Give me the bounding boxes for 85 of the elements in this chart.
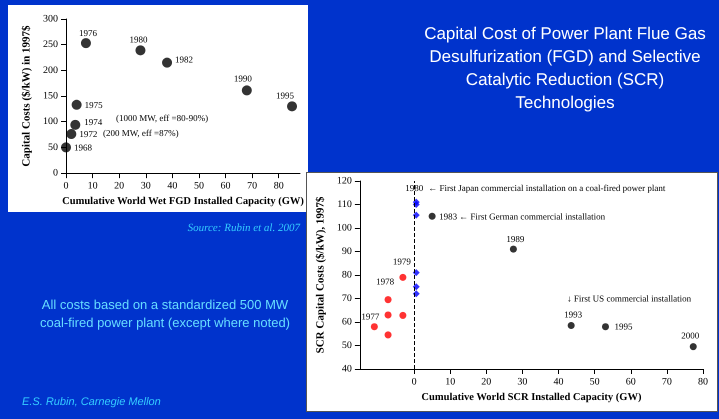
point — [135, 45, 146, 56]
point — [66, 129, 76, 140]
y-tick-label: 50 — [48, 142, 58, 153]
annotation: 1990 — [234, 73, 252, 84]
y-axis-title: Capital Costs ($/kW) in 1997$ — [20, 24, 32, 167]
x-tick-label: 40 — [554, 376, 564, 388]
y-tick-label: 70 — [342, 293, 352, 304]
x-tick-label: 60 — [626, 376, 636, 388]
point — [510, 246, 517, 253]
y-tick-label: 90 — [342, 246, 352, 257]
x-tick-label: 20 — [481, 376, 492, 388]
y-tick-label: 300 — [43, 14, 58, 24]
x-tick-label: 10 — [88, 180, 98, 192]
y-tick-label: 200 — [43, 64, 58, 76]
y-tick-label: 40 — [342, 364, 352, 374]
point — [80, 38, 91, 48]
y-axis-title: SCR Capital Costs ($/kW), 1997$ — [314, 196, 326, 354]
x-tick-label: 20 — [114, 180, 124, 192]
annotation: 1978 — [376, 276, 395, 287]
y-tick-label: 110 — [337, 199, 352, 210]
point — [242, 85, 252, 96]
annotation: 1974 — [84, 116, 103, 127]
point — [690, 343, 697, 350]
y-tick-label: 50 — [342, 340, 352, 351]
point — [72, 100, 82, 110]
annotation: 1975 — [84, 100, 104, 110]
annotation: 1972 — [79, 129, 98, 140]
annotation: 1979 — [392, 256, 412, 266]
x-tick-label: 0 — [64, 180, 68, 192]
annotation: (1000 MW, eff =80-90%) — [116, 113, 208, 123]
x-axis-title: Cumulative World SCR Installed Capacity (GW) — [421, 392, 642, 403]
annotation: 1980 — [405, 183, 424, 194]
y-tick-label: 250 — [43, 39, 58, 50]
annotation: 1982 — [175, 54, 194, 65]
annotation: 1993 — [564, 310, 583, 320]
x-tick-label: 70 — [247, 180, 258, 192]
annotation: 1995 — [614, 322, 633, 332]
x-tick-label: 80 — [274, 180, 284, 192]
x-tick-label: 0 — [412, 376, 417, 388]
y-tick-label: 0 — [53, 168, 58, 179]
x-tick-label: 30 — [517, 376, 528, 388]
annotation: 2000 — [681, 330, 700, 341]
annotation: 1968 — [74, 142, 92, 152]
annotation: 1977 — [361, 312, 380, 322]
x-tick-label: 10 — [445, 376, 456, 388]
x-tick-label: 80 — [698, 376, 708, 388]
annotation: ← First German commercial installation — [459, 211, 606, 222]
x-tick-label: 50 — [590, 376, 600, 388]
annotation: 1983 — [439, 211, 458, 222]
y-tick-label: 80 — [342, 270, 352, 280]
x-tick-label: 40 — [167, 180, 178, 192]
point — [399, 312, 406, 319]
x-tick-label: 30 — [140, 180, 151, 192]
point — [70, 120, 80, 130]
y-tick-label: 100 — [43, 116, 58, 128]
point — [384, 311, 392, 318]
point — [399, 274, 406, 281]
point — [162, 58, 172, 68]
text: E.S. Rubin, Carnegie Mellon — [22, 396, 161, 408]
point — [287, 101, 298, 112]
annotation: 1989 — [506, 234, 525, 244]
point — [61, 142, 71, 152]
annotation: 1976 — [78, 28, 98, 38]
x-tick-label: 60 — [220, 180, 231, 192]
point — [384, 331, 392, 338]
source-note: Source: Rubin et al. 2007 — [186, 222, 300, 234]
y-tick-label: 150 — [43, 90, 58, 102]
x-tick-label: 70 — [662, 376, 672, 388]
point — [428, 212, 436, 220]
text: Capital Cost of Power Plant Flue Gas Desulfurization (FGD) and Selective Catalytic Reduction (SCR) Technologies — [423, 23, 707, 114]
annotation: ← First Japan commercial installation on a coal-fired power plant — [428, 183, 666, 194]
y-tick-label: 100 — [336, 222, 352, 234]
annotation: (200 MW, eff =87%) — [103, 128, 179, 138]
annotation: 1980 — [129, 34, 148, 44]
text: All costs based on a standardized 500 MW coal-fired power plant (except where noted) — [38, 296, 292, 332]
point — [370, 323, 378, 330]
y-tick-label: 60 — [342, 316, 352, 328]
point — [384, 296, 392, 304]
point — [602, 323, 609, 330]
x-axis-title: Cumulative World Wet FGD Installed Capacity (GW) — [62, 196, 304, 207]
annotation: 1995 — [276, 90, 295, 100]
point — [568, 322, 575, 330]
x-tick-label: 50 — [194, 180, 204, 192]
annotation: ↓ First US commercial installation — [567, 294, 692, 304]
y-tick-label: 120 — [336, 176, 352, 186]
